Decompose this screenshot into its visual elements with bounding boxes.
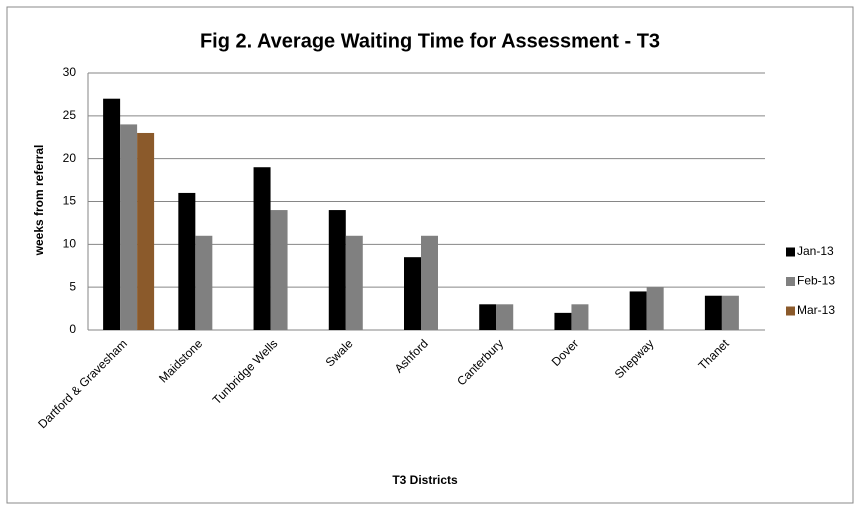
bar [421, 235, 438, 330]
bar [646, 287, 664, 330]
y-tick-label: 15 [63, 194, 77, 208]
bar [629, 291, 647, 330]
y-tick-label: 5 [69, 279, 76, 293]
legend-swatch [786, 306, 795, 316]
y-axis-label: weeks from referral [32, 145, 46, 257]
legend-label: Mar-13 [797, 303, 835, 317]
bar [721, 295, 739, 330]
bar [178, 192, 196, 330]
bar [328, 210, 346, 330]
chart-title: Fig 2. Average Waiting Time for Assessme… [200, 30, 660, 52]
bar [496, 304, 514, 330]
bar [137, 132, 155, 330]
bar [195, 235, 213, 330]
legend-label: Jan-13 [797, 244, 834, 258]
y-tick-label: 25 [63, 108, 77, 122]
legend-swatch [786, 247, 795, 257]
bar [554, 312, 572, 330]
bar [479, 304, 497, 330]
bar [253, 167, 271, 330]
bar [120, 124, 138, 331]
bar [571, 304, 589, 330]
bar [345, 235, 363, 330]
legend-swatch [786, 277, 795, 286]
bar [404, 257, 421, 330]
y-tick-label: 20 [63, 151, 77, 165]
bar [103, 98, 121, 330]
x-axis-label: T3 Districts [392, 473, 458, 487]
y-tick-label: 30 [63, 65, 77, 79]
legend-label: Feb-13 [797, 274, 835, 288]
y-tick-label: 0 [69, 322, 76, 336]
y-tick-label: 10 [63, 237, 77, 251]
bar [704, 295, 722, 330]
bar [270, 210, 288, 330]
